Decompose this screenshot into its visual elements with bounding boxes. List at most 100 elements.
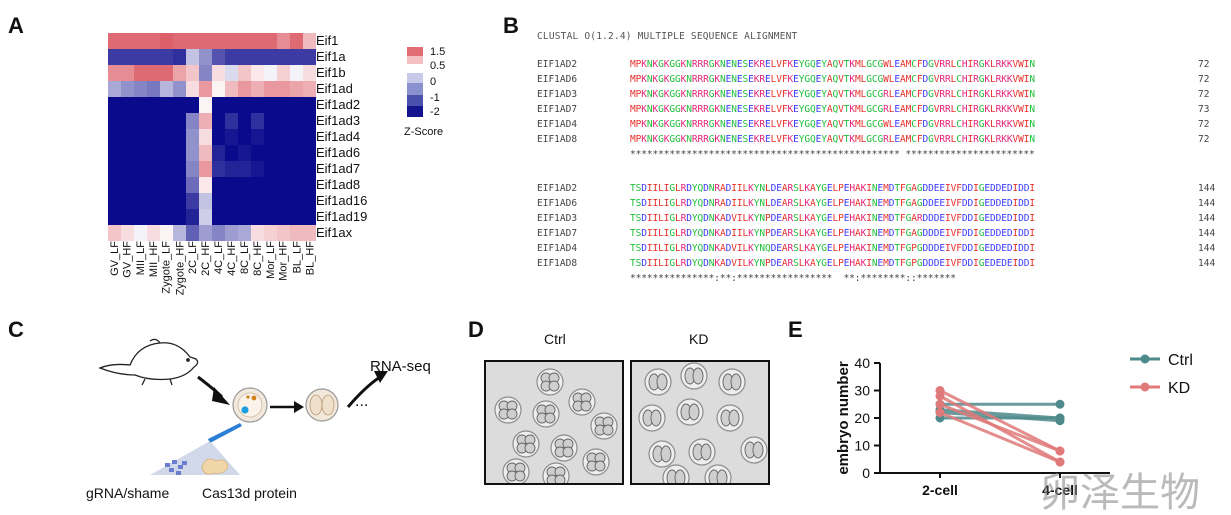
gene-label: Eif1ad16 xyxy=(316,193,368,208)
sample-label: 2C_HF xyxy=(199,241,212,276)
sequence-name: EIF1AD7 xyxy=(537,104,578,115)
heatmap-cell xyxy=(160,145,173,161)
heatmap-cell xyxy=(121,81,134,97)
arrow-icon xyxy=(346,375,381,408)
heatmap-cell xyxy=(238,65,251,81)
heatmap-cell xyxy=(212,81,225,97)
heatmap-cell xyxy=(238,81,251,97)
heatmap-cell xyxy=(121,97,134,113)
heatmap-cell xyxy=(147,81,160,97)
heatmap-cell xyxy=(238,225,251,241)
heatmap-cell xyxy=(277,145,290,161)
heatmap-cell xyxy=(147,113,160,129)
heatmap-cell xyxy=(238,209,251,225)
sequence-position: 72 xyxy=(1198,59,1210,70)
heatmap-cell xyxy=(264,129,277,145)
alignment-title: CLUSTAL O(1.2.4) MULTIPLE SEQUENCE ALIGN… xyxy=(537,31,798,42)
heatmap-cell xyxy=(121,225,134,241)
heatmap-cell xyxy=(251,33,264,49)
heatmap-cell xyxy=(147,97,160,113)
embryo xyxy=(662,464,690,483)
heatmap-cell xyxy=(277,225,290,241)
sequence-residues: TSDIILIGLRDYQDNKADVILKYNQDEARSLKAYGELPEH… xyxy=(630,243,1035,254)
watermark: 卵泽生物 xyxy=(1040,470,1200,515)
heatmap-cell xyxy=(212,225,225,241)
sample-label: MII_HF xyxy=(147,241,160,278)
series-line-kd xyxy=(939,402,1061,453)
heatmap-cell xyxy=(108,81,121,97)
legend-tick: -1 xyxy=(430,92,440,104)
heatmap-cell xyxy=(199,129,212,145)
heatmap-cell xyxy=(251,161,264,177)
heatmap-cell xyxy=(251,129,264,145)
sequence-position: 144 xyxy=(1198,198,1216,209)
embryo xyxy=(688,438,716,466)
heatmap-cell xyxy=(277,65,290,81)
sequence-position: 144 xyxy=(1198,183,1216,194)
sequence-name: EIF1AD2 xyxy=(537,59,578,70)
heatmap-cell xyxy=(121,65,134,81)
heatmap-cell xyxy=(238,145,251,161)
heatmap-cell xyxy=(212,161,225,177)
sequence-name: EIF1AD8 xyxy=(537,258,578,269)
sample-label: 8C_HF xyxy=(251,241,264,276)
sample-label: Mor_HF xyxy=(277,241,290,281)
sample-label: BL_HF xyxy=(303,241,316,276)
heatmap-cell xyxy=(160,33,173,49)
gene-label: Eif1 xyxy=(316,33,339,48)
panel-label-b: B xyxy=(503,13,519,38)
heatmap-cell xyxy=(147,225,160,241)
heatmap-cell xyxy=(160,193,173,209)
heatmap-cell xyxy=(277,161,290,177)
cas13d-label: Cas13d protein xyxy=(202,485,297,501)
heatmap-cell xyxy=(160,97,173,113)
heatmap-cell xyxy=(251,49,264,65)
heatmap-cell xyxy=(186,97,199,113)
heatmap-cell xyxy=(186,225,199,241)
sequence-residues: TSDIILIGLRDYQDNKADVILKYNPDEARSLKAYGELPEH… xyxy=(630,213,1035,224)
sequence-name: EIF1AD3 xyxy=(537,89,578,100)
heatmap-cell xyxy=(108,33,121,49)
embryo xyxy=(740,436,768,464)
zygote-icon xyxy=(232,387,268,423)
sequence-name: EIF1AD4 xyxy=(537,119,578,130)
heatmap-cell xyxy=(290,145,303,161)
heatmap-cell xyxy=(290,161,303,177)
heatmap-cell xyxy=(290,65,303,81)
two-cell-embryo-icon xyxy=(305,388,339,422)
heatmap-cell xyxy=(225,81,238,97)
heatmap-cell xyxy=(121,193,134,209)
heatmap-cell xyxy=(108,225,121,241)
gene-label: Eif1ad8 xyxy=(316,177,361,192)
embryo xyxy=(718,368,746,396)
heatmap-cell xyxy=(238,177,251,193)
gene-label: Eif1ad4 xyxy=(316,129,361,144)
heatmap-cell xyxy=(186,33,199,49)
sequence-name: EIF1AD4 xyxy=(537,243,578,254)
arrow-head-icon xyxy=(212,387,230,405)
heatmap-cell xyxy=(238,33,251,49)
heatmap-cell xyxy=(277,209,290,225)
heatmap-cell xyxy=(225,97,238,113)
heatmap-cell xyxy=(212,97,225,113)
y-tick-label: 10 xyxy=(854,438,870,454)
heatmap-cell xyxy=(186,49,199,65)
heatmap-cell xyxy=(199,145,212,161)
heatmap-cell xyxy=(199,81,212,97)
heatmap-cell xyxy=(160,65,173,81)
heatmap-cell xyxy=(238,193,251,209)
heatmap-cell xyxy=(264,225,277,241)
zscore-legend-bar xyxy=(407,47,423,117)
sample-label: 4C_HF xyxy=(225,241,238,276)
heatmap-cell xyxy=(108,129,121,145)
heatmap-cell xyxy=(186,129,199,145)
heatmap-cell xyxy=(277,129,290,145)
panel-label-d: D xyxy=(468,317,484,342)
heatmap-cell xyxy=(290,49,303,65)
heatmap-cell xyxy=(160,81,173,97)
heatmap-cell xyxy=(303,33,316,49)
legend-title: Z-Score xyxy=(404,126,444,138)
heatmap-cell xyxy=(108,177,121,193)
sequence-name: EIF1AD2 xyxy=(537,183,578,194)
